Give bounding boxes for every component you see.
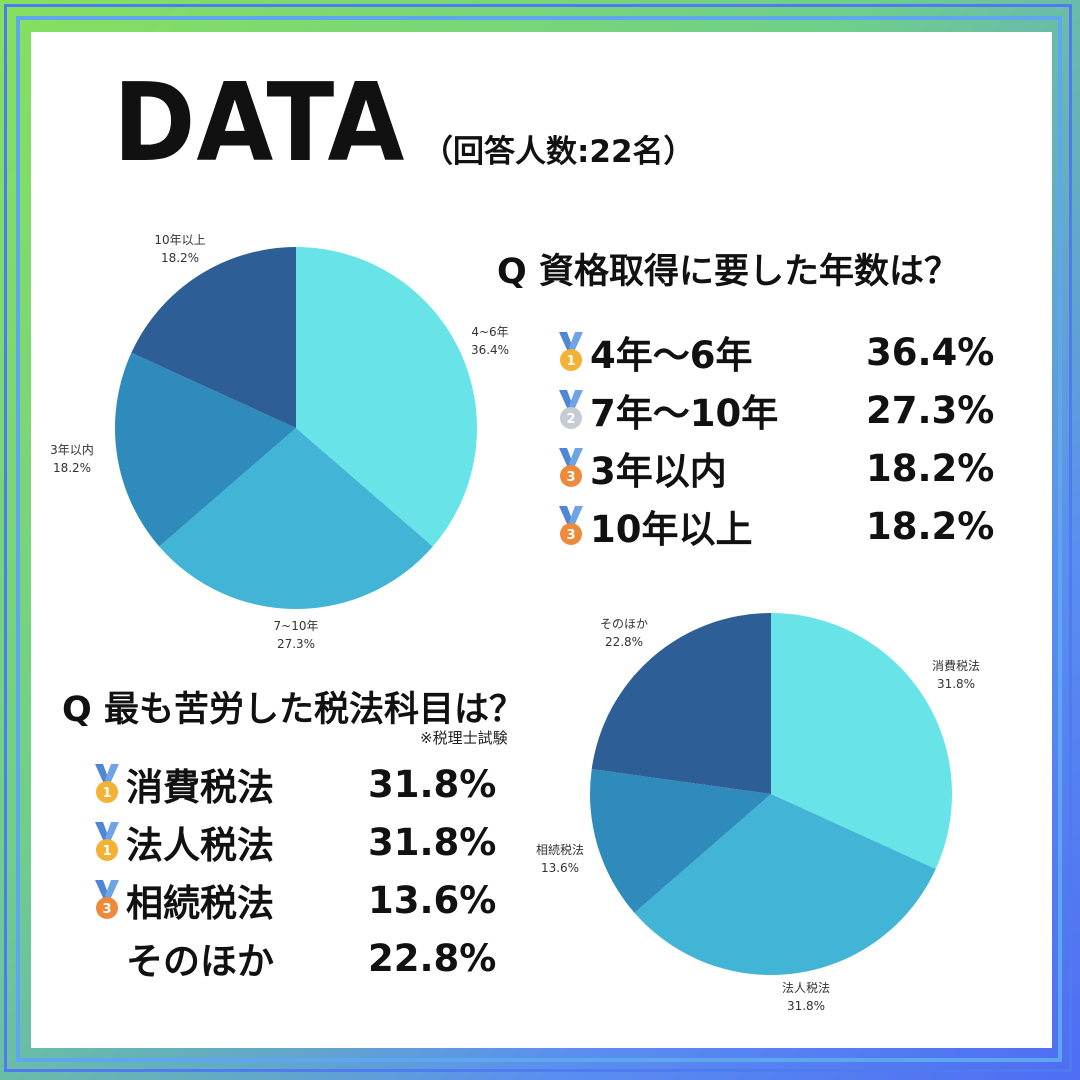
svg-text:3: 3 [102,902,111,917]
ranking-percent: 31.8% [368,762,497,806]
ranking-label: そのほか [126,940,274,983]
q1-question: Q 資格取得に要した年数は？ [497,252,959,292]
ranking-label: 相続税法 [126,882,274,925]
ranking-label: 法人税法 [126,824,274,867]
slice-value-label: 18.2% [53,461,91,475]
slice-value-label: 13.6% [541,861,579,875]
pie-slice [159,428,433,609]
respondent-count: （回答人数:22名） [422,134,695,170]
slice-label: 10年以上 [154,233,205,247]
gold-medal-icon: 1 [95,822,119,861]
q2-question: Q 最も苦労した税法科目は？ [62,690,524,730]
slice-label: 法人税法 [782,981,830,995]
bronze-medal-icon: 3 [559,448,583,487]
slice-label: そのほか [600,617,648,631]
slice-label: 相続税法 [536,843,584,857]
ranking-label: 10年以上 [590,508,753,551]
svg-text:1: 1 [102,786,111,801]
svg-text:3: 3 [566,528,575,543]
svg-text:2: 2 [566,412,575,427]
slice-label: 3年以内 [50,443,94,457]
subjects-pie-chart: 消費税法 31.8% 法人税法 31.8% 相続税法 13.6% そのほか 22.8% [536,613,980,1013]
ranking-label: 4年〜6年 [590,334,753,377]
ranking-percent: 13.6% [368,878,497,922]
page-title: DATA [113,61,406,186]
slice-value-label: 31.8% [787,999,825,1013]
ranking-percent: 36.4% [866,330,995,374]
pie-slice [296,247,478,547]
bronze-medal-icon: 3 [95,880,119,919]
ranking-row: 3 10年以上 18.2% [556,502,1026,551]
ranking-percent: 27.3% [866,388,995,432]
slice-value-label: 22.8% [605,635,643,649]
slice-value-label: 27.3% [277,637,315,651]
years-pie-chart: 4~6年 36.4% 7~10年 27.3% 3年以内 18.2% 10年以上 18.2% [50,233,509,651]
ranking-row: 3 相続税法 13.6% [92,876,528,925]
ranking-row: 3 3年以内 18.2% [556,444,1026,493]
slice-value-label: 18.2% [161,251,199,265]
pie-slice [131,247,296,428]
slice-label: 消費税法 [932,658,980,673]
q2-note: ※税理士試験 [420,729,508,747]
pie-slice [591,613,771,794]
ranking-percent: 31.8% [368,820,497,864]
ranking-row: 1 4年〜6年 36.4% [556,328,1026,377]
silver-medal-icon: 2 [559,390,583,429]
inner-frame [16,16,1062,1062]
ranking-row: 1 法人税法 31.8% [92,818,528,867]
svg-text:3: 3 [566,470,575,485]
ranking-label: 3年以内 [590,450,727,493]
pie-slice [771,613,952,870]
ranking-percent: 18.2% [866,504,995,548]
svg-text:1: 1 [102,844,111,859]
ranking-row: 2 7年〜10年 27.3% [556,386,1026,435]
pie-slice [634,794,936,975]
svg-text:1: 1 [566,354,575,369]
gold-medal-icon: 1 [559,332,583,371]
ranking-row: 1 消費税法 31.8% [92,760,528,809]
ranking-percent: 18.2% [866,446,995,490]
ranking-percent: 22.8% [368,936,497,980]
slice-value-label: 36.4% [471,343,509,357]
gold-medal-icon: 1 [95,764,119,803]
pie-slice [590,769,771,913]
slice-label: 7~10年 [274,619,319,633]
slice-value-label: 31.8% [937,677,975,691]
outer-frame [4,4,1072,1072]
slice-label: 4~6年 [471,325,508,339]
pie-slice [114,352,297,547]
ranking-label: 消費税法 [126,766,274,809]
bronze-medal-icon: 3 [559,506,583,545]
ranking-label: 7年〜10年 [590,392,779,435]
ranking-row: そのほか 22.8% [92,934,528,984]
